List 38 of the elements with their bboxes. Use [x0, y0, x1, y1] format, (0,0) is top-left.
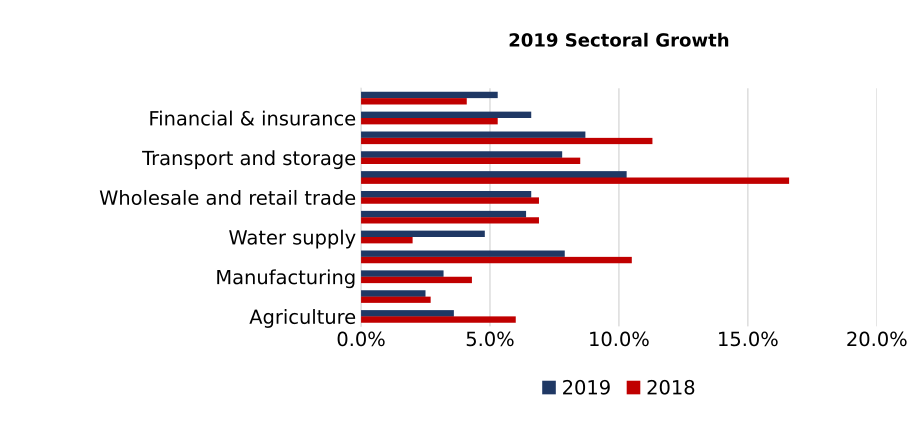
x-tick-label: 0.0% [338, 332, 385, 346]
bar [361, 237, 413, 244]
bar [361, 217, 539, 224]
bar [361, 310, 454, 316]
bar [361, 296, 431, 303]
chart-title: 2019 Sectoral Growth [510, 32, 728, 47]
y-tick-label: Agriculture [249, 309, 356, 328]
y-tick-label: Manufacturing [217, 269, 354, 288]
bar [361, 210, 526, 218]
bar [361, 98, 467, 104]
bar [361, 178, 790, 184]
bar [361, 92, 498, 98]
x-tick-label: 15.0% [719, 332, 778, 346]
bar [361, 112, 532, 118]
legend-label: 2019 [563, 380, 610, 395]
bar [361, 270, 444, 277]
bar [361, 158, 580, 164]
y-tick-label: Wholesale and retail trade [100, 190, 356, 206]
bar [361, 151, 562, 158]
x-tick-label: 5.0% [466, 332, 514, 346]
bar [361, 131, 586, 138]
bar [361, 290, 426, 297]
x-tick-label: 10.0% [590, 332, 649, 346]
bar [361, 118, 498, 124]
y-tick-label: Water supply [229, 230, 356, 248]
x-tick-label: 20.0% [847, 332, 907, 346]
bar [361, 190, 532, 198]
bar [361, 256, 632, 264]
bar [361, 197, 539, 204]
bar [361, 138, 652, 144]
bar [361, 316, 516, 323]
y-tick-label: Financial & insurance [150, 110, 356, 126]
bar [361, 250, 565, 257]
legend-label: 2018 [648, 380, 694, 395]
bar [361, 276, 472, 284]
bar [361, 171, 627, 178]
y-tick-label: Transport and storage [142, 150, 356, 170]
bar [361, 230, 485, 238]
